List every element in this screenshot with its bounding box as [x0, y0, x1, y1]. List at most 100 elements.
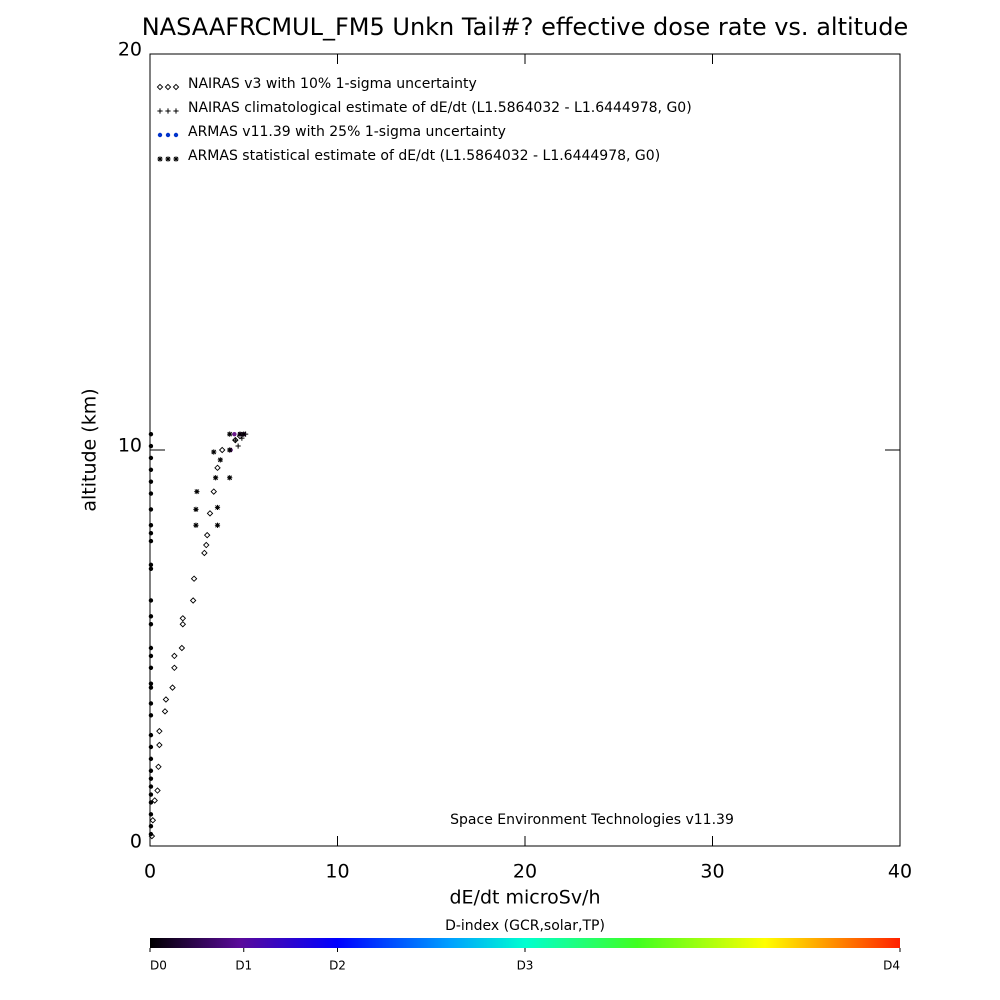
point: [148, 792, 154, 797]
chart-title: NASAAFRCMUL_FM5 Unkn Tail#? effective do…: [142, 13, 909, 41]
point: [148, 538, 154, 544]
legend-marker: [156, 83, 164, 91]
legend-marker: [173, 156, 179, 162]
point: [218, 446, 226, 454]
point: [155, 763, 162, 771]
legend-label: ARMAS statistical estimate of dE/dt (L1.…: [188, 148, 660, 164]
point: [148, 491, 154, 496]
point: [148, 455, 154, 461]
y-tick-label: 0: [130, 831, 142, 853]
colorbar-tick-label: D1: [235, 959, 252, 973]
legend-marker: [165, 132, 171, 138]
legend-marker: [165, 156, 171, 162]
point: [148, 713, 154, 718]
point: [171, 664, 178, 672]
point: [169, 684, 176, 691]
point: [149, 817, 157, 824]
point: [148, 812, 154, 817]
y-axis-label: altitude (km): [79, 388, 101, 511]
point: [232, 437, 238, 443]
point: [148, 562, 154, 568]
point: [179, 621, 187, 628]
point: [211, 449, 217, 455]
y-tick-label: 10: [118, 435, 142, 457]
point: [148, 566, 154, 571]
point: [148, 523, 154, 528]
point: [210, 488, 217, 495]
point: [148, 685, 154, 690]
point: [193, 522, 199, 528]
point: [239, 435, 245, 441]
point: [148, 824, 154, 829]
point: [227, 475, 233, 481]
legend-label: NAIRAS climatological estimate of dE/dt …: [188, 100, 692, 116]
x-tick-label: 20: [513, 861, 537, 883]
point: [148, 622, 154, 627]
point: [189, 597, 197, 604]
legend-marker: [172, 83, 180, 91]
colorbar-tick-label: D3: [517, 959, 534, 973]
point: [148, 645, 154, 651]
point: [203, 541, 210, 549]
colorbar-tick-label: D4: [883, 959, 900, 973]
colorbar-label: D-index (GCR,solar,TP): [445, 918, 605, 934]
colorbar-tick-label: D2: [329, 959, 346, 973]
point: [162, 696, 170, 703]
point: [194, 488, 200, 495]
point: [148, 479, 154, 484]
point: [214, 522, 221, 528]
legend-marker: [157, 132, 163, 138]
colorbar-tick-label: D0: [150, 959, 167, 973]
point: [156, 741, 163, 749]
point: [148, 530, 154, 536]
point: [227, 447, 233, 453]
point: [148, 784, 154, 789]
plot-frame: [149, 53, 901, 847]
legend-marker: [173, 108, 179, 114]
legend-marker: [165, 108, 171, 114]
x-tick-label: 0: [144, 861, 156, 883]
legend-marker: [164, 83, 172, 91]
point: [148, 776, 154, 781]
legend-label: NAIRAS v3 with 10% 1-sigma uncertainty: [188, 76, 477, 92]
point: [148, 681, 154, 686]
point: [201, 549, 208, 557]
point: [171, 652, 178, 660]
point: [217, 457, 223, 463]
point: [148, 467, 154, 472]
point: [232, 431, 237, 437]
point: [203, 531, 211, 539]
y-tick-label: 20: [118, 39, 142, 61]
colorbar: [150, 938, 900, 948]
point: [148, 665, 154, 670]
point: [179, 615, 187, 622]
x-tick-label: 10: [325, 861, 349, 883]
point: [151, 797, 158, 804]
point: [241, 431, 247, 437]
point: [214, 504, 221, 511]
legend-marker: [157, 108, 163, 114]
point: [156, 727, 163, 735]
point: [227, 431, 233, 437]
point: [178, 644, 186, 652]
x-tick-label: 30: [700, 861, 724, 883]
legend-marker: [157, 156, 163, 162]
point: [148, 768, 154, 773]
point: [148, 800, 154, 805]
point: [193, 506, 199, 512]
point: [148, 507, 154, 512]
point: [237, 431, 243, 437]
point: [214, 464, 221, 472]
point: [148, 701, 154, 706]
point: [148, 756, 154, 762]
point: [148, 598, 154, 603]
point: [190, 575, 198, 582]
point: [148, 431, 154, 437]
legend-label: ARMAS v11.39 with 25% 1-sigma uncertaint…: [188, 124, 506, 140]
point: [148, 653, 154, 659]
point: [235, 443, 241, 449]
point: [148, 443, 154, 449]
legend-marker: [173, 132, 179, 138]
point: [148, 614, 154, 619]
